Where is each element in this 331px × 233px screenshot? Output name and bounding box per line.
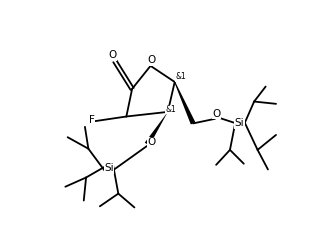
Text: Si: Si (234, 118, 244, 128)
Text: F: F (89, 115, 95, 125)
Text: O: O (108, 51, 116, 61)
Text: &1: &1 (165, 105, 176, 114)
Text: O: O (148, 55, 156, 65)
Polygon shape (174, 82, 195, 124)
Polygon shape (145, 112, 168, 146)
Text: O: O (212, 109, 220, 119)
Text: Si: Si (104, 163, 114, 173)
Text: O: O (148, 137, 156, 147)
Text: &1: &1 (176, 72, 187, 81)
